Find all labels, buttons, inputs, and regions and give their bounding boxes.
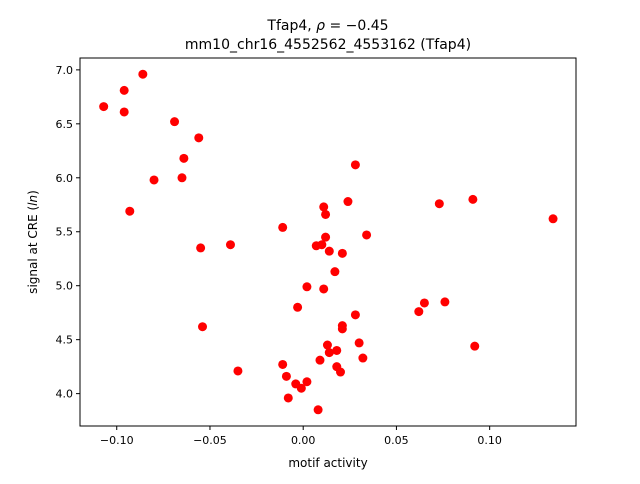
data-point xyxy=(125,206,135,216)
data-point xyxy=(313,405,323,415)
data-point xyxy=(321,232,331,242)
data-point xyxy=(321,209,331,219)
y-tick-label: 5.0 xyxy=(56,280,74,293)
data-point xyxy=(302,282,312,292)
data-point xyxy=(419,298,429,308)
y-tick-label: 4.5 xyxy=(56,334,74,347)
chart-title-line2: mm10_chr16_4552562_4553162 (Tfap4) xyxy=(185,37,471,53)
data-point xyxy=(337,324,347,334)
data-point xyxy=(440,297,450,307)
y-tick-label: 6.5 xyxy=(56,118,74,131)
data-point xyxy=(322,340,332,350)
y-tick-label: 6.0 xyxy=(56,172,74,185)
data-point xyxy=(315,355,325,365)
data-point xyxy=(225,240,235,250)
data-point xyxy=(138,69,148,79)
data-point xyxy=(194,133,204,143)
data-point xyxy=(319,202,329,212)
y-tick-label: 7.0 xyxy=(56,64,74,77)
data-point xyxy=(196,243,206,253)
data-point xyxy=(293,302,303,312)
data-point xyxy=(283,393,293,403)
x-axis: −0.10 −0.05 0.00 0.05 0.10 xyxy=(100,426,502,447)
data-point xyxy=(470,341,480,351)
data-point xyxy=(119,107,129,117)
x-tick-label: 0.00 xyxy=(291,434,316,447)
data-point xyxy=(317,240,327,250)
y-tick-label: 5.5 xyxy=(56,226,74,239)
y-tick-label: 4.0 xyxy=(56,388,74,401)
chart-title-line1: Tfap4, ρ = −0.45 xyxy=(266,18,388,34)
data-point xyxy=(278,222,288,232)
data-point xyxy=(198,322,208,332)
data-point xyxy=(177,173,187,183)
data-point xyxy=(468,194,478,204)
x-tick-label: −0.05 xyxy=(193,434,227,447)
data-point xyxy=(170,117,180,127)
data-point xyxy=(99,102,109,112)
data-point xyxy=(319,284,329,294)
x-tick-label: 0.10 xyxy=(477,434,502,447)
data-point xyxy=(324,246,334,256)
data-point xyxy=(350,310,360,320)
x-tick-label: −0.10 xyxy=(100,434,134,447)
data-point xyxy=(335,367,345,377)
data-point xyxy=(434,199,444,209)
data-point xyxy=(332,345,342,355)
data-point xyxy=(233,366,243,376)
plot-frame xyxy=(79,57,577,427)
data-point xyxy=(358,353,368,363)
data-point xyxy=(281,371,291,381)
data-point xyxy=(414,307,424,317)
data-point xyxy=(354,338,364,348)
x-axis-label: motif activity xyxy=(288,456,367,470)
y-axis: 4.0 4.5 5.0 5.5 6.0 6.5 7.0 xyxy=(56,64,80,401)
data-point xyxy=(296,383,306,393)
data-point xyxy=(119,85,129,95)
y-axis-label: signal at CRE (ln) xyxy=(26,190,40,294)
data-point xyxy=(343,197,353,207)
data-point xyxy=(337,248,347,258)
data-point xyxy=(324,348,334,358)
points-layer xyxy=(99,69,558,415)
data-point xyxy=(179,153,189,163)
data-point xyxy=(362,230,372,240)
data-point xyxy=(350,160,360,170)
x-tick-label: 0.05 xyxy=(384,434,409,447)
data-point xyxy=(548,214,558,224)
data-point xyxy=(330,267,340,277)
data-point xyxy=(278,359,288,369)
data-point xyxy=(149,175,159,185)
data-point xyxy=(302,377,312,387)
